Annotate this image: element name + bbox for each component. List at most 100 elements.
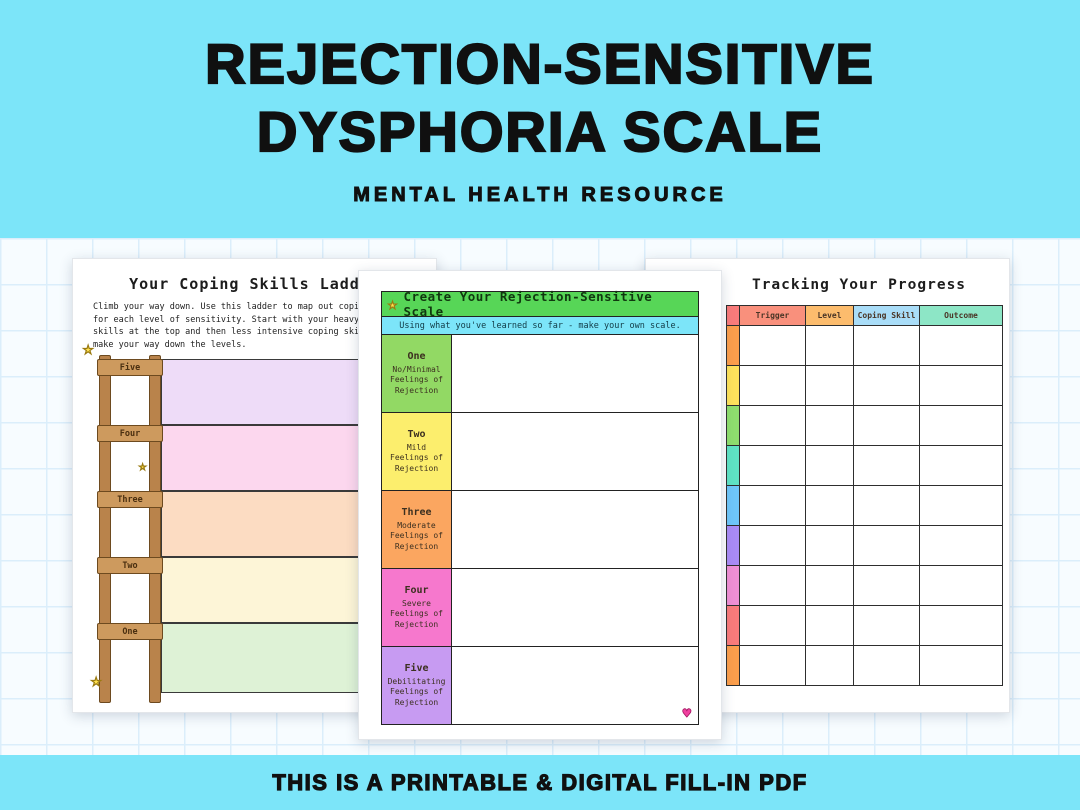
table-row — [726, 565, 1003, 606]
tracking-table: Trigger Level Coping Skill Outcome — [726, 305, 1003, 686]
table-row — [726, 325, 1003, 366]
rainbow-strip-cell — [726, 305, 740, 326]
scale-page-subtitle: Using what you've learned so far - make … — [381, 317, 699, 335]
scale-writein-cell — [452, 335, 698, 412]
column-header-level: Level — [805, 305, 854, 326]
create-scale-page: ★ Create Your Rejection-Sensitive Scale … — [358, 270, 722, 740]
ladder-rung-two: Two — [97, 557, 163, 574]
tracking-page-title: Tracking Your Progress — [751, 277, 967, 293]
ladder-rung-five: Five — [97, 359, 163, 376]
scale-rows: One No/Minimal Feelings of Rejection Two… — [381, 335, 699, 725]
poster-title: REJECTION-SENSITIVE DYSPHORIA SCALE — [0, 30, 1080, 166]
rainbow-strip-cell — [726, 645, 740, 686]
star-icon: ★ — [387, 294, 398, 313]
scale-level-description: Severe Feelings of Rejection — [390, 598, 443, 629]
scale-row-four: Four Severe Feelings of Rejection — [381, 569, 699, 647]
tracking-header-row: Trigger Level Coping Skill Outcome — [726, 305, 1003, 326]
bottom-banner: THIS IS A PRINTABLE & DIGITAL FILL-IN PD… — [0, 755, 1080, 810]
scale-writein-cell — [452, 491, 698, 568]
scale-level-number: One — [407, 350, 426, 362]
rainbow-strip-cell — [726, 485, 740, 526]
rainbow-strip-cell — [726, 565, 740, 606]
table-row — [726, 365, 1003, 406]
table-row — [726, 525, 1003, 566]
fill-in-cell — [853, 445, 920, 486]
scale-page-header: ★ Create Your Rejection-Sensitive Scale — [381, 289, 699, 319]
footer-text: THIS IS A PRINTABLE & DIGITAL FILL-IN PD… — [272, 769, 808, 795]
table-row — [726, 405, 1003, 446]
fill-in-cell — [739, 605, 806, 646]
ladder-page-title: Your Coping Skills Ladder — [129, 275, 380, 293]
rainbow-strip-cell — [726, 525, 740, 566]
fill-in-cell — [919, 365, 1003, 406]
poster-subtitle: MENTAL HEALTH RESOURCE — [353, 184, 727, 207]
fill-in-cell — [739, 565, 806, 606]
top-banner: REJECTION-SENSITIVE DYSPHORIA SCALE MENT… — [0, 0, 1080, 238]
scale-row-three: Three Moderate Feelings of Rejection — [381, 491, 699, 569]
fill-in-cell — [853, 565, 920, 606]
scale-level-number: Two — [407, 428, 426, 440]
poster-title-line2: DYSPHORIA SCALE — [256, 99, 824, 164]
fill-in-cell — [805, 605, 854, 646]
fill-in-cell — [919, 325, 1003, 366]
ladder-rail-left — [99, 355, 111, 703]
scale-row-five: Five Debilitating Feelings of Rejection … — [381, 647, 699, 725]
column-header-trigger: Trigger — [739, 305, 806, 326]
poster-title-line1: REJECTION-SENSITIVE — [204, 31, 875, 96]
scale-label-two: Two Mild Feelings of Rejection — [382, 413, 452, 490]
fill-in-cell — [805, 445, 854, 486]
fill-in-cell — [739, 645, 806, 686]
scale-writein-cell — [452, 413, 698, 490]
scale-level-description: Debilitating Feelings of Rejection — [387, 676, 446, 707]
scale-level-number: Five — [404, 662, 429, 674]
rainbow-strip-cell — [726, 445, 740, 486]
scale-level-number: Three — [401, 506, 432, 518]
fill-in-cell — [853, 645, 920, 686]
fill-in-cell — [919, 405, 1003, 446]
fill-in-cell — [919, 565, 1003, 606]
fill-in-cell — [853, 405, 920, 446]
scale-level-description: No/Minimal Feelings of Rejection — [390, 364, 443, 395]
fill-in-cell — [919, 645, 1003, 686]
scale-level-description: Mild Feelings of Rejection — [390, 442, 443, 473]
table-row — [726, 645, 1003, 686]
fill-in-cell — [805, 485, 854, 526]
rainbow-strip-cell — [726, 405, 740, 446]
fill-in-cell — [739, 485, 806, 526]
rainbow-strip-cell — [726, 605, 740, 646]
scale-label-four: Four Severe Feelings of Rejection — [382, 569, 452, 646]
scale-writein-cell — [452, 569, 698, 646]
fill-in-cell — [853, 525, 920, 566]
ladder-rung-four: Four — [97, 425, 163, 442]
fill-in-cell — [739, 445, 806, 486]
fill-in-cell — [805, 365, 854, 406]
scale-writein-cell: ♥ — [452, 647, 698, 724]
fill-in-cell — [805, 525, 854, 566]
fill-in-cell — [805, 325, 854, 366]
scale-label-one: One No/Minimal Feelings of Rejection — [382, 335, 452, 412]
ladder-rung-three: Three — [97, 491, 163, 508]
table-row — [726, 605, 1003, 646]
fill-in-cell — [919, 485, 1003, 526]
scale-label-three: Three Moderate Feelings of Rejection — [382, 491, 452, 568]
heart-icon: ♥ — [682, 706, 691, 723]
column-header-outcome: Outcome — [919, 305, 1003, 326]
table-row — [726, 485, 1003, 526]
fill-in-cell — [919, 525, 1003, 566]
fill-in-cell — [853, 365, 920, 406]
fill-in-cell — [805, 405, 854, 446]
fill-in-cell — [919, 605, 1003, 646]
column-header-coping-skill: Coping Skill — [853, 305, 920, 326]
scale-row-two: Two Mild Feelings of Rejection — [381, 413, 699, 491]
scale-level-description: Moderate Feelings of Rejection — [390, 520, 443, 551]
fill-in-cell — [853, 485, 920, 526]
rainbow-strip-cell — [726, 325, 740, 366]
ladder-rail-right — [149, 355, 161, 703]
star-icon: ★ — [90, 670, 102, 691]
scale-page-title: Create Your Rejection-Sensitive Scale — [403, 289, 653, 319]
scale-row-one: One No/Minimal Feelings of Rejection — [381, 335, 699, 413]
fill-in-cell — [739, 525, 806, 566]
scale-level-number: Four — [404, 584, 429, 596]
ladder-rung-one: One — [97, 623, 163, 640]
worksheet-preview-area: Your Coping Skills Ladder Climb your way… — [0, 238, 1080, 755]
